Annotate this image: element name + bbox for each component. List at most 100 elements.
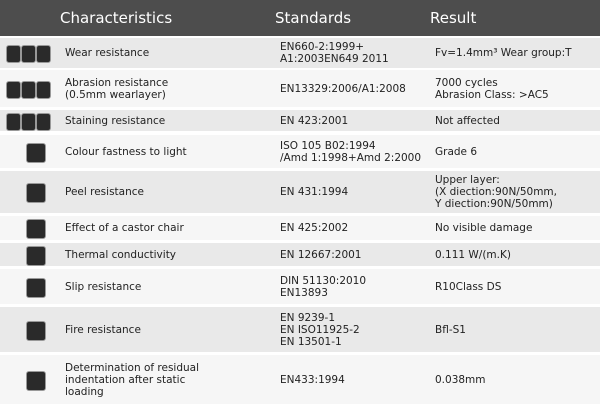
characteristic-cell: Peel resistance [65, 171, 144, 213]
icon [21, 112, 36, 131]
cell-line: Slip resistance [65, 280, 142, 293]
cell-line: DIN 51130:2010 [280, 274, 367, 287]
standard-cell: DIN 51130:2010 EN13893 [280, 269, 366, 304]
cell-line: EN13329:2006/A1:2008 [280, 82, 406, 95]
table-row: Abrasion resistance (0.5mm wearlayer) EN13… [0, 70, 600, 107]
icon [26, 370, 46, 391]
standard-cell: EN 12667:2001 [280, 243, 362, 266]
table-row: Slip resistance DIN 51130:2010 EN13893 R10C… [0, 269, 600, 304]
table-row: Peel resistance EN 431:1994 Upper layer: (X… [0, 171, 600, 213]
standard-cell: EN13329:2006/A1:2008 [280, 70, 406, 107]
cell-line: Abrasion Class: >AC5 [435, 88, 549, 101]
icon [26, 219, 46, 239]
result-cell: 7000 cycles Abrasion Class: >AC5 [435, 70, 549, 107]
cell-line: EN 423:2001 [280, 114, 349, 127]
standard-cell: EN 431:1994 [280, 171, 348, 213]
characteristic-cell: Thermal conductivity [65, 243, 176, 266]
table-row: Determination of residual indentation aft… [0, 355, 600, 404]
characteristic-cell: Wear resistance [65, 38, 149, 68]
cell-line: Fire resistance [65, 323, 141, 336]
table-row: Colour fastness to light ISO 105 B02:1994… [0, 135, 600, 168]
result-cell: Not affected [435, 110, 500, 131]
result-cell: Fv=1.4mm³ Wear group:T [435, 38, 572, 68]
cell-line: Not affected [435, 114, 500, 127]
cell-line: indentation after static [65, 373, 186, 386]
cell-line: 0.038mm [435, 373, 486, 386]
cell-line: (0.5mm wearlayer) [65, 88, 166, 101]
table-row: Staining resistance EN 423:2001 Not affect… [0, 110, 600, 131]
cell-line: Thermal conductivity [65, 248, 177, 261]
header-cell: Characteristics [60, 9, 173, 27]
icon [21, 80, 36, 99]
cell-line: EN 9239-1 [280, 311, 336, 324]
header-cell: Standards [275, 9, 352, 27]
cell-line: ISO 105 B02:1994 [280, 139, 376, 152]
result-cell: Grade 6 [435, 135, 477, 168]
standard-cell: ISO 105 B02:1994/Amd 1:1998+Amd 2:2000 [280, 135, 421, 168]
result-cell: 0.111 W/(m.K) [435, 243, 511, 266]
icon [6, 45, 21, 63]
cell-line: No visible damage [435, 222, 533, 234]
characteristic-cell: Staining resistance [65, 110, 165, 131]
result-cell: R10Class DS [435, 269, 501, 304]
cell-line: Wear resistance [65, 47, 150, 59]
icon [36, 45, 51, 63]
cell-line: Y diection:90N/50mm) [435, 198, 553, 210]
icon [26, 245, 46, 266]
cell-line: EN13893 [280, 286, 328, 299]
table-row: Thermal conductivity EN 12667:2001 0.111 W… [0, 243, 600, 266]
cell-line: Colour fastness to light [65, 145, 187, 158]
cell-line: EN 425:2002 [280, 222, 349, 234]
cell-line: Abrasion resistance [65, 76, 169, 89]
cell-line: Staining resistance [65, 114, 166, 127]
icon [26, 277, 46, 298]
standard-cell: EN 423:2001 [280, 110, 348, 131]
characteristic-cell: Fire resistance [65, 307, 141, 352]
characteristic-cell: Slip resistance [65, 269, 141, 304]
cell-line: Effect of a castor chair [65, 222, 184, 234]
table-row: Effect of a castor chair EN 425:2002 No vi… [0, 216, 600, 240]
cell-line: Peel resistance [65, 186, 144, 198]
characteristic-cell: Colour fastness to light [65, 135, 187, 168]
cell-line: 0.111 W/(m.K) [435, 248, 511, 261]
cell-line: Bfl-S1 [435, 323, 466, 336]
cell-line: loading [65, 385, 104, 398]
icon [21, 45, 36, 63]
cell-line: R10Class DS [435, 280, 502, 293]
characteristic-cell: Effect of a castor chair [65, 216, 184, 240]
icon [36, 112, 51, 131]
cell-line: EN 13501-1 [280, 335, 342, 348]
icon [26, 183, 46, 203]
result-cell: Upper layer: (X diection:90N/50mm, Y diect… [435, 171, 557, 213]
standard-cell: EN433:1994 [280, 355, 345, 404]
table-header: Characteristics Standards Result [0, 0, 600, 36]
cell-line: (X diection:90N/50mm, [435, 186, 558, 198]
header-cell: Result [430, 9, 477, 27]
standard-cell: EN 9239-1 EN ISO11925-2 EN 13501-1 [280, 307, 360, 352]
result-cell: 0.038mm [435, 355, 486, 404]
icon [36, 80, 51, 99]
characteristic-cell: Determination of residual indentation aft… [65, 355, 199, 404]
cell-line: EN433:1994 [280, 373, 345, 386]
icon [6, 112, 21, 131]
cell-line: EN ISO11925-2 [280, 323, 360, 336]
cell-line: Upper layer: [435, 174, 500, 186]
characteristic-cell: Abrasion resistance (0.5mm wearlayer) [65, 70, 168, 107]
table-row: Fire resistance EN 9239-1 EN ISO11925-2 EN … [0, 307, 600, 352]
cell-line: EN 12667:2001 [280, 248, 362, 261]
icon [26, 142, 46, 163]
standard-cell: EN 425:2002 [280, 216, 348, 240]
cell-line: EN 431:1994 [280, 186, 349, 198]
result-cell: No visible damage [435, 216, 532, 240]
cell-line: A1:2003EN649 2011 [280, 53, 389, 65]
cell-line: 7000 cycles [435, 76, 498, 89]
cell-line: Grade 6 [435, 145, 478, 158]
icon [6, 80, 21, 99]
icon [26, 320, 46, 341]
result-cell: Bfl-S1 [435, 307, 466, 352]
cell-line: Fv=1.4mm³ Wear group:T [435, 47, 572, 59]
cell-line: /Amd 1:1998+Amd 2:2000 [280, 151, 422, 164]
cell-line: Determination of residual [65, 361, 200, 374]
table-row: Wear resistance EN660-2:1999+ A1:2003EN649… [0, 38, 600, 68]
